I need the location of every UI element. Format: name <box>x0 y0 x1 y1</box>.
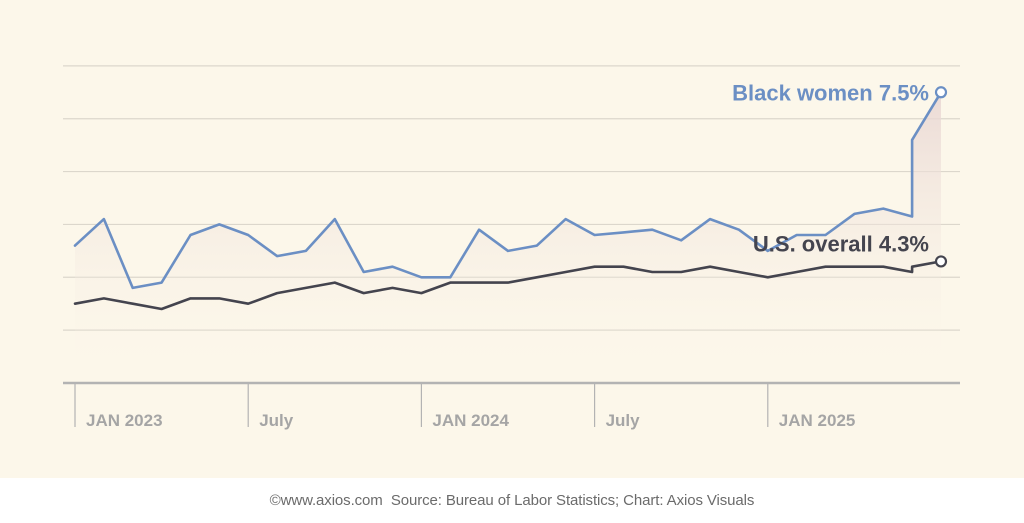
series-lines <box>73 86 948 311</box>
copyright-text: ©www.axios.com <box>269 492 383 509</box>
chart-area: JAN 2023 July JAN 2024 July JAN 2025 Black w… <box>0 0 1024 478</box>
x-tick-label: July <box>606 411 641 430</box>
area-fills <box>75 92 941 384</box>
series-labels: Black women 7.5% U.S. overall 4.3% <box>732 80 929 256</box>
black-women-label: Black women 7.5% <box>732 80 929 105</box>
source-credit: Source: Bureau of Labor Statistics; Char… <box>390 492 755 509</box>
u-s-overall-label: U.S. overall 4.3% <box>753 231 929 256</box>
black-women-endpoint-marker <box>934 86 948 99</box>
black-women-line <box>73 91 943 290</box>
footer: ©www.axios.com Source: Bureau of Labor S… <box>0 478 1024 523</box>
black-women-area <box>75 92 941 384</box>
x-tick-label: July <box>259 411 294 430</box>
x-axis: JAN 2023 July JAN 2024 July JAN 2025 <box>63 381 960 430</box>
u-s-overall-endpoint-marker <box>934 255 948 268</box>
x-tick-label: JAN 2025 <box>779 411 856 430</box>
x-tick-label: JAN 2023 <box>86 411 163 430</box>
line-chart: JAN 2023 July JAN 2024 July JAN 2025 Black w… <box>63 65 960 430</box>
u-s-overall-line <box>73 260 943 311</box>
footer-spacer <box>383 492 391 509</box>
x-tick-label: JAN 2024 <box>432 411 509 430</box>
